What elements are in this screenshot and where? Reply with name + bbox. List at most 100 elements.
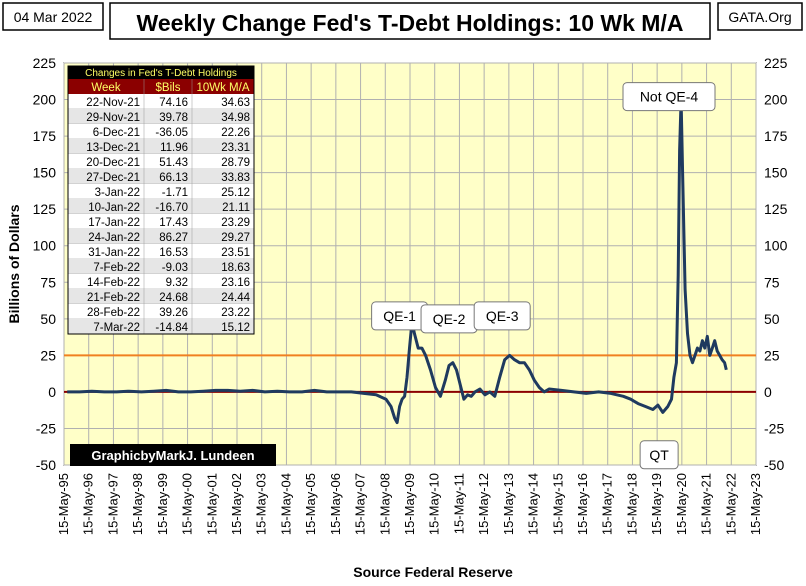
y-axis-label: Billions of Dollars [6, 204, 22, 323]
y-axis-left: -50 -25 0 25 50 75 100 125 150 175 200 225 [33, 55, 57, 473]
x-tick: 15-May-09 [402, 473, 417, 535]
table-column-header: 10Wk M/A [196, 82, 249, 94]
table-cell: 28-Feb-22 [87, 307, 140, 319]
table-cell: -14.84 [155, 322, 188, 334]
x-tick: 15-May-21 [699, 473, 714, 535]
table-cell: 17.43 [159, 217, 188, 229]
table-title: Changes in Fed's T-Debt Holdings [85, 68, 237, 79]
table-cell: 20-Dec-21 [86, 157, 140, 169]
credit-text: GraphicbyMarkJ. Lundeen [91, 448, 254, 463]
annotation-box [639, 440, 679, 470]
table-cell: 33.83 [221, 172, 250, 184]
table-cell: 23.16 [221, 277, 250, 289]
y-tick-right: 25 [764, 347, 780, 363]
x-tick: 15-May-07 [353, 473, 368, 535]
annotations: QE-1 QE-2 QE-3 Not QE-4 QT [371, 82, 716, 470]
y-tick-right: 0 [764, 384, 772, 400]
table-cell: 86.27 [159, 232, 188, 244]
table-cell: 23.31 [221, 142, 250, 154]
table-row-bg [68, 319, 254, 334]
table-row-bg [68, 199, 254, 214]
y-tick-left: 225 [33, 55, 57, 71]
x-tick: 15-May-22 [723, 473, 738, 535]
table-cell: -16.70 [155, 202, 188, 214]
annotation-box [622, 82, 716, 112]
x-tick: 15-May-10 [427, 473, 442, 535]
table-cell: 27-Dec-21 [86, 172, 140, 184]
table-cell: 14-Feb-22 [87, 277, 140, 289]
table-column-header: $Bils [156, 82, 181, 94]
table-row-bg [68, 274, 254, 289]
x-tick: 15-May-96 [81, 473, 96, 535]
y-tick-left: 150 [33, 165, 57, 181]
table-cell: 25.12 [221, 187, 250, 199]
table-row-bg [68, 154, 254, 169]
annotation-label: QE-2 [433, 311, 466, 327]
x-tick: 15-May-98 [130, 473, 145, 535]
table-border [67, 65, 255, 335]
table-column-header: Week [91, 82, 120, 94]
y-tick-right: 50 [764, 311, 780, 327]
title-box [109, 2, 711, 40]
header-date: 04 Mar 2022 [14, 9, 93, 25]
table-cell: 28.79 [221, 157, 250, 169]
table-cell: 24-Jan-22 [88, 232, 140, 244]
table-row-bg [68, 304, 254, 319]
table-row-bg [68, 184, 254, 199]
y-tick-left: 25 [40, 347, 56, 363]
table-cell: 23.51 [221, 247, 250, 259]
table-cell: -9.03 [162, 262, 188, 274]
x-tick: 15-May-14 [526, 473, 541, 535]
table-row-bg [68, 289, 254, 304]
table-cell: 29.27 [221, 232, 250, 244]
x-tick: 15-May-01 [204, 473, 219, 535]
x-tick: 15-May-16 [575, 473, 590, 535]
table-cell: 29-Nov-21 [86, 112, 140, 124]
annotation-label: QT [649, 447, 669, 463]
table-row-bg [68, 139, 254, 154]
table-cell: 15.12 [221, 322, 250, 334]
table-cell: 24.68 [159, 292, 188, 304]
date-box [2, 2, 104, 31]
chart-title: Weekly Change Fed's T-Debt Holdings: 10 … [137, 10, 684, 36]
x-tick: 15-May-23 [748, 473, 763, 535]
y-tick-left: 75 [40, 274, 56, 290]
y-tick-right: 150 [764, 165, 788, 181]
table-title-bg [68, 66, 254, 79]
table-cell: 9.32 [166, 277, 188, 289]
table-cell: -1.71 [162, 187, 188, 199]
table-cell: 13-Dec-21 [86, 142, 140, 154]
table-cell: 39.26 [159, 307, 188, 319]
y-tick-left: -25 [36, 420, 56, 436]
x-tick: 15-May-12 [476, 473, 491, 535]
table-cell: 66.13 [159, 172, 188, 184]
table-cell: 21-Feb-22 [87, 292, 140, 304]
x-axis-label: Source Federal Reserve [353, 564, 513, 580]
annotation-label: Not QE-4 [640, 89, 699, 105]
y-tick-left: -50 [36, 457, 56, 473]
x-tick: 15-May-13 [501, 473, 516, 535]
table-cell: 6-Dec-21 [93, 127, 140, 139]
table-cell: 31-Jan-22 [88, 247, 140, 259]
table-row-bg [68, 124, 254, 139]
x-tick: 15-May-20 [674, 473, 689, 535]
table-cell: 10-Jan-22 [88, 202, 140, 214]
x-tick: 15-May-18 [624, 473, 639, 535]
y-tick-right: -25 [764, 420, 784, 436]
annotation-label: QE-3 [486, 308, 519, 324]
table-row-bg [68, 229, 254, 244]
data-table: Changes in Fed's T-Debt Holdings Week $Bil… [67, 65, 255, 335]
table-cell: -36.05 [155, 127, 188, 139]
y-tick-left: 50 [40, 311, 56, 327]
table-cell: 23.29 [221, 217, 250, 229]
table-cell: 39.78 [159, 112, 188, 124]
annotation-label: QE-1 [383, 308, 416, 324]
x-tick: 15-May-15 [550, 473, 565, 535]
x-tick: 15-May-99 [155, 473, 170, 535]
table-cell: 34.98 [221, 112, 250, 124]
table-cell: 21.11 [222, 202, 250, 214]
y-tick-left: 175 [33, 128, 57, 144]
table-cell: 23.22 [221, 307, 250, 319]
table-cell: 24.44 [221, 292, 250, 304]
